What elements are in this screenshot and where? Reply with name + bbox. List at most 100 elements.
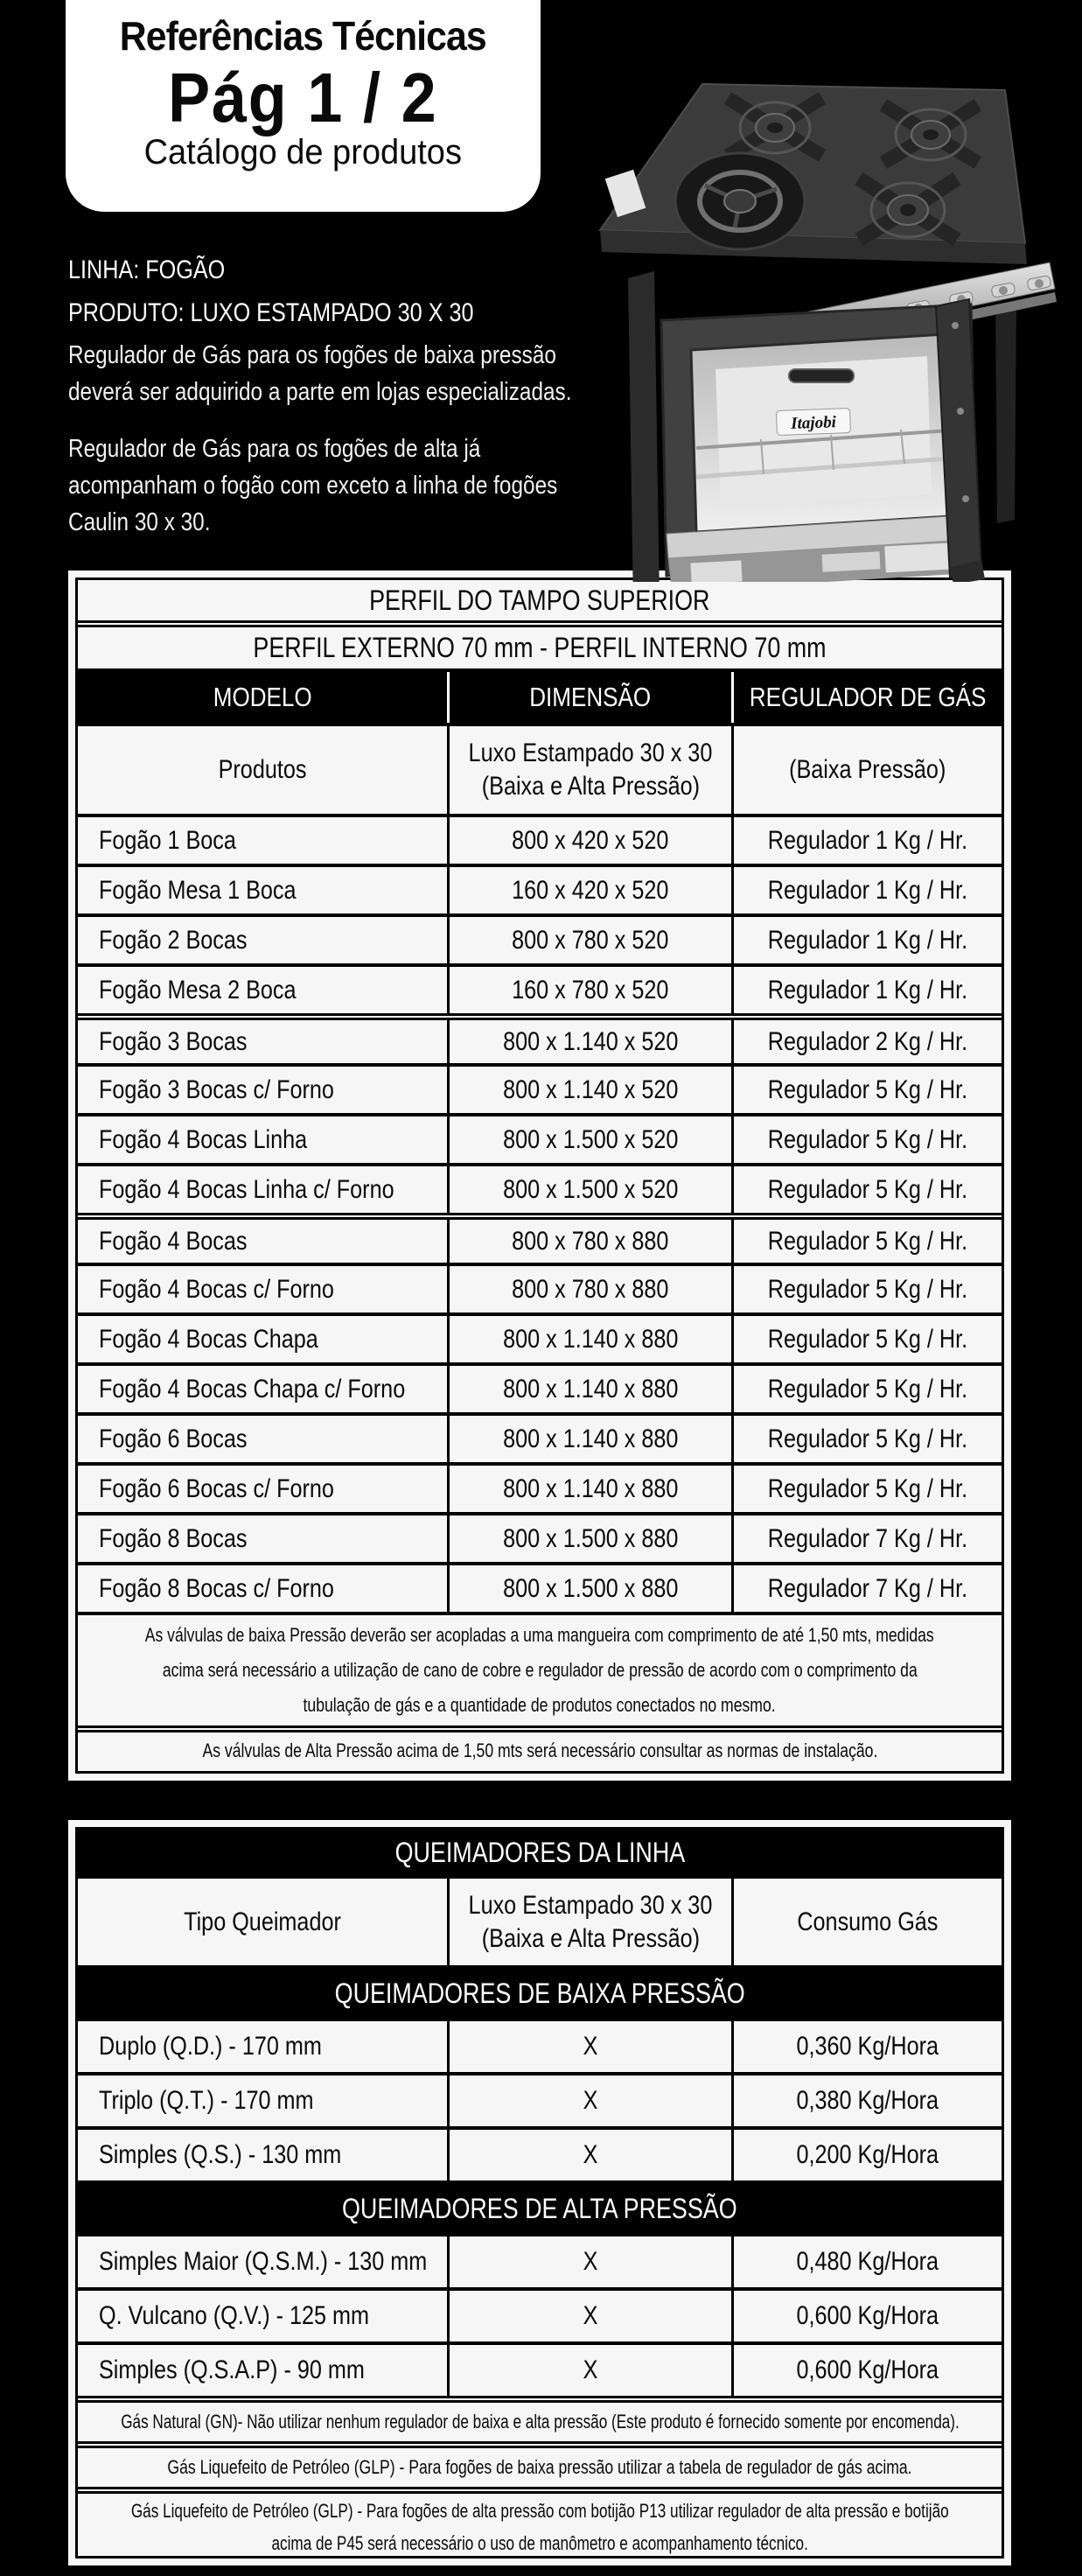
intro-paragraph-low-pressure: Regulador de Gás para os fogões de baixa… [68, 341, 572, 406]
cell-model: Fogão 4 Bocas c/ Forno [99, 1274, 334, 1304]
cell-dimension: 800 x 1.500 x 520 [447, 1166, 731, 1213]
cell-dimension: 800 x 780 x 880 [447, 1220, 731, 1263]
note-glp-baixa: Gás Liquefeito de Petróleo (GLP) - Para … [78, 2441, 1002, 2487]
page-subtitle: Catálogo de produtos [143, 133, 463, 172]
table-row: Fogão 4 Bocas 800 x 780 x 880 Regulador 5 … [78, 1213, 1002, 1263]
cell-model: Fogão 8 Bocas [99, 1523, 248, 1553]
cell-dimension: 800 x 1.140 x 520 [447, 1067, 731, 1113]
cell-regulator: Regulador 1 Kg / Hr. [731, 967, 1002, 1013]
cell-model: Fogão 8 Bocas c/ Forno [99, 1573, 334, 1603]
product-label-sticker [690, 560, 743, 582]
table-row: Fogão 4 Bocas Chapa 800 x 1.140 x 880 Regu… [78, 1312, 1002, 1362]
cell-dimension: 800 x 1.500 x 880 [447, 1516, 731, 1562]
cell-burner-type: Triplo (Q.T.) - 170 mm [99, 2086, 314, 2115]
cell-mark: X [447, 2076, 731, 2126]
table-title: PERFIL DO TAMPO SUPERIOR [369, 584, 710, 616]
cell-dimension: 800 x 1.140 x 520 [447, 1020, 731, 1063]
cell-model: Fogão Mesa 1 Boca [99, 875, 297, 905]
note-high-pressure: As válvulas de Alta Pressão acima de 1,5… [78, 1726, 1002, 1768]
cell-regulator: Regulador 5 Kg / Hr. [731, 1416, 1002, 1462]
table-row: Fogão 3 Bocas 800 x 1.140 x 520 Regulador … [78, 1013, 1002, 1063]
cell-model: Fogão Mesa 2 Boca [99, 975, 297, 1004]
cell-model: Fogão 4 Bocas Chapa c/ Forno [99, 1374, 406, 1404]
note-low-pressure: As válvulas de baixa Pressão deverão ser… [78, 1612, 1002, 1726]
cell-consumption: 0,480 Kg/Hora [731, 2236, 1002, 2287]
cell-dimension: 160 x 780 x 520 [447, 967, 731, 1013]
column-header-dimensao: DIMENSÃO [447, 672, 731, 723]
page-title: Referências Técnicas [120, 13, 487, 59]
product-info: LINHA: FOGÃO PRODUTO: LUXO ESTAMPADO 30 … [68, 248, 551, 334]
subheader-dimension: Luxo Estampado 30 x 30 (Baixa e Alta Pre… [447, 726, 731, 814]
cell-regulator: Regulador 5 Kg / Hr. [731, 1466, 1002, 1512]
table-row: Q. Vulcano (Q.V.) - 125 mm X 0,600 Kg/Hora [78, 2287, 1002, 2342]
table-row: Fogão Mesa 1 Boca 160 x 420 x 520 Regulado… [78, 864, 1002, 914]
cell-consumption: 0,360 Kg/Hora [731, 2021, 1002, 2072]
cell-model: Fogão 6 Bocas [99, 1424, 248, 1453]
note-gas-natural: Gás Natural (GN)- Não utilizar nenhum re… [78, 2396, 1002, 2441]
cell-consumption: 0,600 Kg/Hora [731, 2291, 1002, 2342]
table-title: QUEIMADORES DA LINHA [78, 1830, 1002, 1875]
product-photo: Itajobi [598, 82, 1057, 582]
table-row: Fogão 4 Bocas Linha 800 x 1.500 x 520 Regu… [78, 1113, 1002, 1163]
table-row: Fogão 4 Bocas Chapa c/ Forno 800 x 1.140 … [78, 1362, 1002, 1412]
cell-regulator: Regulador 2 Kg / Hr. [731, 1020, 1002, 1063]
cell-dimension: 800 x 780 x 880 [447, 1266, 731, 1312]
table-row: Fogão 8 Bocas 800 x 1.500 x 880 Regulador … [78, 1512, 1002, 1562]
oven-rack [695, 456, 951, 480]
note-glp-alta: Gás Liquefeito de Petróleo (GLP) - Para … [78, 2487, 1002, 2556]
table-row: Simples Maior (Q.S.M.) - 130 mm X 0,480 Kg… [78, 2233, 1002, 2287]
section-header-alta-pressao: QUEIMADORES DE ALTA PRESSÃO [78, 2180, 1002, 2233]
subheader-regulator: (Baixa Pressão) [731, 726, 1002, 814]
product-label-sticker [884, 542, 967, 573]
cell-model: Fogão 4 Bocas Chapa [99, 1324, 318, 1354]
cell-mark: X [447, 2236, 731, 2287]
cell-consumption: 0,380 Kg/Hora [731, 2076, 1002, 2126]
table-row: Fogão Mesa 2 Boca 160 x 780 x 520 Regulado… [78, 963, 1002, 1013]
cell-regulator: Regulador 1 Kg / Hr. [731, 867, 1002, 914]
cell-model: Fogão 4 Bocas Linha c/ Forno [99, 1174, 394, 1204]
burner-grate [855, 172, 961, 247]
table-row: Fogão 4 Bocas c/ Forno 800 x 780 x 880 Reg… [78, 1263, 1002, 1312]
table-row: Simples (Q.S.A.P) - 90 mm X 0,600 Kg/Hora [78, 2342, 1002, 2396]
table-queimadores: QUEIMADORES DA LINHA Tipo Queimador Luxo… [68, 1820, 1011, 2566]
table-row: Fogão 6 Bocas 800 x 1.140 x 880 Regulador … [78, 1412, 1002, 1462]
cell-mark: X [447, 2291, 731, 2342]
cell-regulator: Regulador 5 Kg / Hr. [731, 1166, 1002, 1213]
column-header-tipo: Tipo Queimador [184, 1907, 341, 1936]
cell-dimension: 800 x 1.140 x 880 [447, 1316, 731, 1362]
cell-model: Fogão 6 Bocas c/ Forno [99, 1474, 334, 1503]
cell-mark: X [447, 2021, 731, 2072]
cell-dimension: 800 x 1.140 x 880 [447, 1466, 731, 1512]
cell-regulator: Regulador 5 Kg / Hr. [731, 1220, 1002, 1263]
subheader-row: Produtos Luxo Estampado 30 x 30 (Baixa e… [78, 723, 1002, 814]
cell-regulator: Regulador 7 Kg / Hr. [731, 1516, 1002, 1562]
cell-burner-type: Simples (Q.S.) - 130 mm [99, 2140, 342, 2169]
cell-consumption: 0,200 Kg/Hora [731, 2130, 1002, 2180]
table-row: Fogão 1 Boca 800 x 420 x 520 Regulador 1 K… [78, 814, 1002, 864]
table-tampo-superior: PERFIL DO TAMPO SUPERIOR PERFIL EXTERNO … [68, 570, 1011, 1781]
cell-model: Fogão 3 Bocas [99, 1026, 248, 1056]
cell-regulator: Regulador 5 Kg / Hr. [731, 1067, 1002, 1113]
oven-handle [788, 368, 855, 383]
product-label-sticker [604, 169, 646, 218]
column-header-produto: Luxo Estampado 30 x 30 (Baixa e Alta Pre… [447, 1879, 731, 1965]
cell-dimension: 800 x 1.500 x 880 [447, 1565, 731, 1612]
table-row: Triplo (Q.T.) - 170 mm X 0,380 Kg/Hora [78, 2072, 1002, 2126]
burner-grate [723, 92, 827, 162]
product-label-sticker [821, 551, 881, 572]
control-knob [991, 283, 1016, 298]
table-row: Fogão 3 Bocas c/ Forno 800 x 1.140 x 520 R… [78, 1063, 1002, 1113]
cell-consumption: 0,600 Kg/Hora [731, 2345, 1002, 2396]
cell-burner-type: Q. Vulcano (Q.V.) - 125 mm [99, 2301, 370, 2330]
table-row: Duplo (Q.D.) - 170 mm X 0,360 Kg/Hora [78, 2018, 1002, 2072]
column-header-consumo: Consumo Gás [731, 1879, 1002, 1965]
column-header-modelo: MODELO [213, 682, 312, 712]
table-row: Fogão 6 Bocas c/ Forno 800 x 1.140 x 880 R… [78, 1462, 1002, 1512]
subheader-model: Produtos [218, 755, 307, 784]
brand-nameplate: Itajobi [776, 408, 851, 436]
cell-dimension: 800 x 420 x 520 [447, 817, 731, 864]
cell-regulator: Regulador 5 Kg / Hr. [731, 1266, 1002, 1312]
bolt [962, 495, 969, 502]
cell-dimension: 800 x 1.140 x 880 [447, 1416, 731, 1462]
